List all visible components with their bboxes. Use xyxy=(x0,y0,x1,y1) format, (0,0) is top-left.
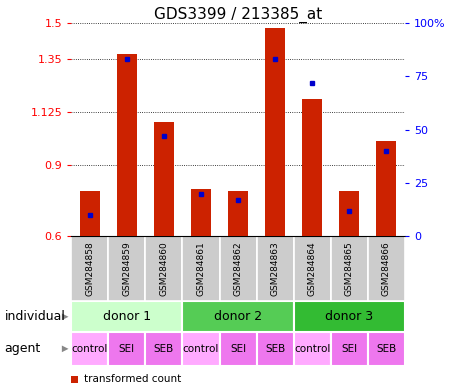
FancyBboxPatch shape xyxy=(219,236,256,301)
FancyBboxPatch shape xyxy=(219,332,256,366)
FancyBboxPatch shape xyxy=(293,236,330,301)
FancyBboxPatch shape xyxy=(71,332,108,366)
FancyBboxPatch shape xyxy=(293,301,404,332)
Bar xyxy=(153,122,174,236)
Text: GSM284858: GSM284858 xyxy=(85,242,94,296)
Bar xyxy=(264,28,285,236)
FancyBboxPatch shape xyxy=(71,301,182,332)
FancyBboxPatch shape xyxy=(145,236,182,301)
Text: control: control xyxy=(182,344,218,354)
Text: GSM284866: GSM284866 xyxy=(381,242,390,296)
FancyBboxPatch shape xyxy=(145,332,182,366)
Text: SEB: SEB xyxy=(153,344,174,354)
FancyBboxPatch shape xyxy=(108,236,145,301)
Text: SEI: SEI xyxy=(341,344,357,354)
FancyBboxPatch shape xyxy=(256,236,293,301)
Text: donor 3: donor 3 xyxy=(325,310,372,323)
FancyBboxPatch shape xyxy=(330,332,367,366)
Text: GSM284865: GSM284865 xyxy=(344,242,353,296)
Text: individual: individual xyxy=(5,310,65,323)
Text: SEB: SEB xyxy=(375,344,396,354)
Bar xyxy=(190,189,211,236)
Text: SEI: SEI xyxy=(118,344,134,354)
FancyBboxPatch shape xyxy=(182,301,293,332)
Bar xyxy=(375,141,396,236)
Bar xyxy=(117,54,137,236)
FancyBboxPatch shape xyxy=(71,236,108,301)
Text: GSM284863: GSM284863 xyxy=(270,242,279,296)
Bar xyxy=(227,191,248,236)
Text: control: control xyxy=(293,344,330,354)
Text: SEI: SEI xyxy=(230,344,246,354)
Text: donor 2: donor 2 xyxy=(213,310,262,323)
Bar xyxy=(301,99,322,236)
FancyBboxPatch shape xyxy=(367,332,404,366)
FancyBboxPatch shape xyxy=(256,332,293,366)
Text: donor 1: donor 1 xyxy=(103,310,151,323)
Text: GSM284862: GSM284862 xyxy=(233,242,242,296)
FancyBboxPatch shape xyxy=(367,236,404,301)
Text: GSM284861: GSM284861 xyxy=(196,242,205,296)
Text: SEB: SEB xyxy=(264,344,285,354)
Bar xyxy=(79,191,100,236)
Text: GSM284860: GSM284860 xyxy=(159,242,168,296)
FancyBboxPatch shape xyxy=(108,332,145,366)
Text: agent: agent xyxy=(5,343,41,355)
Bar xyxy=(338,191,358,236)
Text: control: control xyxy=(72,344,108,354)
Text: GSM284864: GSM284864 xyxy=(307,242,316,296)
Text: GSM284859: GSM284859 xyxy=(122,242,131,296)
FancyBboxPatch shape xyxy=(182,236,219,301)
FancyBboxPatch shape xyxy=(293,332,330,366)
FancyBboxPatch shape xyxy=(182,332,219,366)
Text: transformed count: transformed count xyxy=(84,374,180,384)
FancyBboxPatch shape xyxy=(330,236,367,301)
Title: GDS3399 / 213385_at: GDS3399 / 213385_at xyxy=(154,7,321,23)
